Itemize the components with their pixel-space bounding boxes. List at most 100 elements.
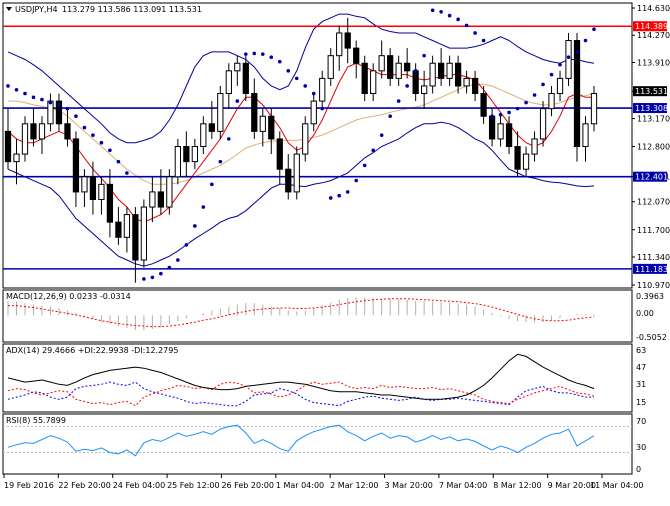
sar-dot [294,76,299,81]
bear-candle [404,62,411,72]
bear-candle [132,214,139,261]
sar-dot [40,97,44,102]
price-tick-label: 111.700 [637,226,670,235]
sar-dot [142,277,146,281]
sar-dot [108,148,112,153]
level-price-tag [633,263,667,274]
sar-dot [57,103,61,107]
bull-candle [522,153,530,170]
bear-candle [387,55,394,79]
time-tick-label: 25 Feb 12:00 [167,481,219,490]
level-price-tag [633,21,667,32]
adx-plot [7,353,595,407]
sar-dot [23,91,27,96]
bull-candle [149,191,156,208]
sar-dot [422,53,426,58]
macd-pane [2,289,633,343]
bear-candle [157,191,165,208]
bear-candle [454,62,462,87]
current-price-tag [633,86,667,97]
macd-tick-bottom: -0.5052 [636,333,667,342]
bear-candle [55,100,63,125]
bear-candle [72,138,80,193]
level-price-label: 111.183 [635,265,668,274]
sar-dot [583,38,588,43]
sar-dot [345,190,350,194]
adx-tick-15: 15 [636,398,646,407]
bull-candle [565,40,572,79]
sar-dot [74,114,78,119]
bear-candle [480,93,487,117]
bull-candle [327,55,334,79]
current-price-label: 113.531 [635,87,668,96]
sar-dot [464,23,469,28]
sar-dot [532,93,537,97]
sar-dot [303,84,308,88]
bull-candle [429,62,436,87]
sar-dot [558,62,562,67]
rsi-tick-30: 30 [636,443,646,452]
bull-candle [310,100,317,125]
adx-tick-63: 63 [636,346,646,355]
bull-candle [217,93,224,132]
bull-candle [319,77,326,102]
sar-dot [388,114,392,119]
parabolic-sar [6,8,596,281]
sar-dot [6,84,10,88]
lower-band-line [7,121,595,267]
time-tick-label: 2 Mar 12:00 [330,481,378,490]
bull-candle [336,32,343,57]
adx-line [7,353,595,400]
sar-dot [91,133,95,137]
sar-dot [371,148,375,153]
time-axis: 19 Feb 2016 22 Feb 20:00 24 Feb 04:00 25 Fe… [3,474,643,490]
sar-dot [328,196,333,200]
bear-candle [344,32,351,49]
bull-candle [590,93,598,125]
bear-candle [573,40,581,147]
sar-dot [405,84,409,88]
bear-candle [437,62,445,79]
bear-candle [412,70,419,95]
level-price-label: 113.308 [635,104,668,113]
sar-dot [48,100,53,105]
bull-candle [47,100,54,125]
sar-dot [541,82,545,87]
sar-dot [65,106,70,111]
price-tick-label: 113.910 [637,58,670,67]
bear-candle [471,77,479,95]
time-tick-label: 26 Feb 20:00 [221,481,273,490]
sar-dot [354,178,359,183]
sar-dot [243,52,248,56]
bear-candle [268,115,275,140]
dropdown-triangle-icon[interactable] [6,7,12,11]
sar-dot [473,31,477,35]
time-tick-label: 19 Feb 2016 [4,481,54,490]
plus-di-line [7,381,595,407]
bull-candle [497,123,504,140]
bull-candle [539,108,547,140]
bear-candle [251,93,258,132]
sar-dot [362,163,367,168]
symbol-label: USDJPY,H4 [15,5,58,14]
bull-candle [582,123,589,147]
sar-dot [337,193,342,198]
bear-candle [514,146,521,170]
sar-dot [184,243,189,247]
bull-candle [200,123,207,147]
bollinger-bands [7,13,595,267]
bull-candle [259,115,266,132]
price-tick-label: 110.970 [637,281,670,290]
level-price-label: 114.389 [635,22,668,31]
bull-candle [13,153,20,163]
sar-dot [379,133,384,137]
sar-dot [430,8,435,13]
upper-band-line [7,13,595,144]
time-tick-label: 24 Feb 04:00 [113,481,165,490]
sar-dot [311,91,316,96]
bear-candle [361,62,368,95]
price-tick-label: 114.270 [637,31,670,40]
time-tick-label: 8 Mar 12:00 [493,481,541,490]
